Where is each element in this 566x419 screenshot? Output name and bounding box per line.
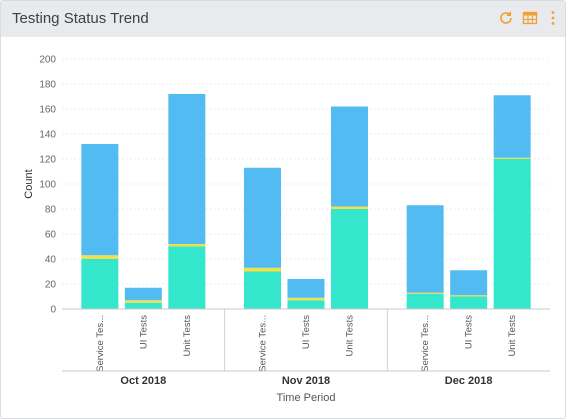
bar-segment [406,205,444,293]
x-group-label: Dec 2018 [445,375,493,387]
y-tick-label: 120 [39,155,56,166]
x-tick-label: UI Tests [464,315,475,349]
bar-segment [124,287,162,301]
x-tick-label: Service Tes... [258,315,269,372]
bar-segment [450,296,488,309]
bar-segment [168,246,206,309]
x-axis-label: Time Period [277,392,336,404]
stacked-bar-chart: 0 20 40 60 80 100 120 140 160 180 200 Count Service … [23,55,550,404]
y-tick-label: 160 [39,105,56,116]
bar-segment [493,157,531,159]
y-tick-label: 180 [39,80,56,91]
x-tick-label: UI Tests [138,315,149,349]
bar-segment [81,259,119,309]
y-tick-label: 80 [45,205,57,216]
x-tick-label: Unit Tests [345,315,356,357]
x-tick-label: UI Tests [301,315,312,349]
bar-segment [124,302,162,309]
bar-segment [493,95,531,158]
bar-segment [244,167,281,268]
bar-segment [168,94,206,244]
bar-segment [81,255,119,259]
bar-segment [406,292,444,294]
bar-segment [331,106,368,207]
refresh-icon[interactable] [498,10,514,26]
x-group-label: Oct 2018 [120,375,166,387]
bar-segment [244,267,281,272]
bar-segment [406,294,444,309]
x-tick-label: Unit Tests [507,315,518,357]
bar-segment [168,244,206,247]
y-tick-label: 60 [45,230,57,241]
y-tick-label: 200 [39,55,56,66]
bar-segment [287,300,325,309]
bar-segment [493,159,531,309]
bar-segment [244,271,281,309]
x-tick-label: Service Tes... [95,315,106,372]
widget-title: Testing Status Trend [12,10,149,27]
widget-header: Testing Status Trend [1,1,565,37]
x-tick-label: Service Tes... [420,315,431,372]
x-tick-label: Unit Tests [182,315,193,357]
bar-segment [124,300,162,303]
bar-segment [331,209,368,309]
bar-segment [331,206,368,209]
y-axis-label: Count [23,169,35,198]
bar-segment [81,144,119,256]
y-tick-label: 140 [39,130,56,141]
bar-segment [450,295,488,297]
bar-segment [287,279,325,298]
x-group-label: Nov 2018 [282,375,330,387]
y-tick-label: 40 [45,255,57,266]
more-vertical-icon[interactable] [549,10,557,26]
y-tick-label: 100 [39,180,56,191]
bar-segment [287,297,325,301]
y-tick-label: 0 [50,305,56,316]
bar-segment [450,270,488,296]
y-tick-label: 20 [45,280,57,291]
table-icon[interactable] [522,10,538,26]
